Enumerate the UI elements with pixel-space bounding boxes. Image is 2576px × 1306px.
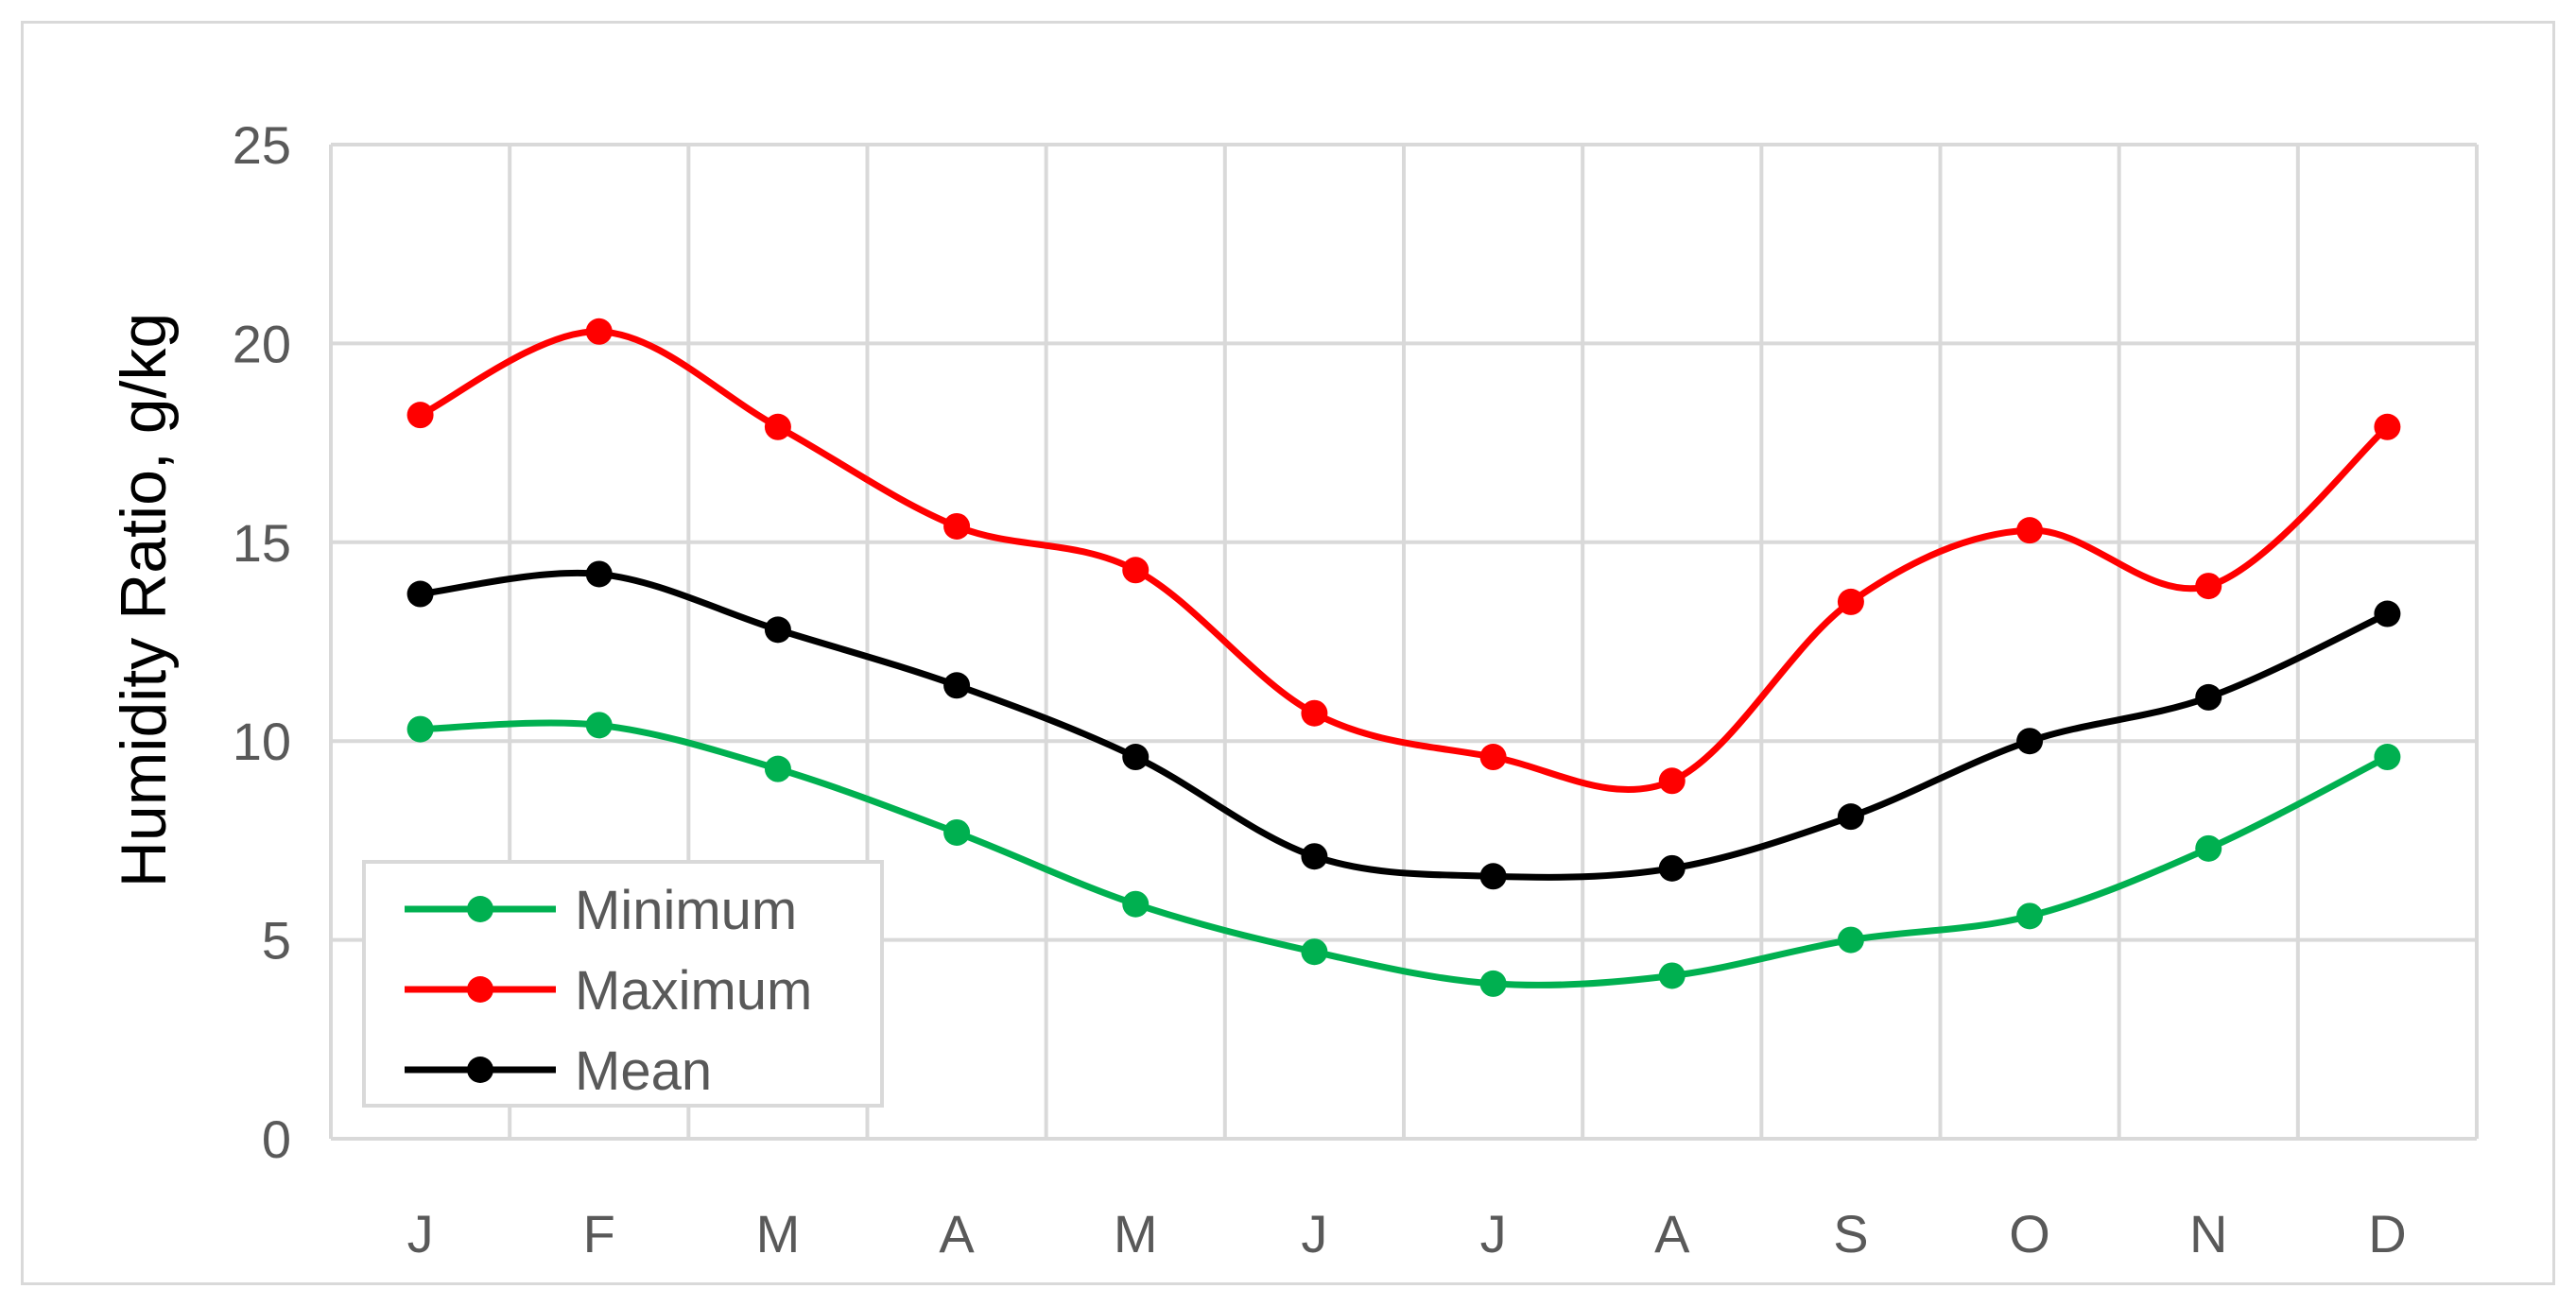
data-point-mean bbox=[1122, 744, 1150, 771]
x-tick-label: O bbox=[2009, 1204, 2050, 1263]
x-tick-label: S bbox=[1833, 1204, 1868, 1263]
data-point-mean bbox=[1479, 863, 1507, 890]
x-tick-label: D bbox=[2368, 1204, 2406, 1263]
legend-label-minimum: Minimum bbox=[575, 880, 797, 941]
data-point-maximum bbox=[943, 512, 971, 540]
data-point-maximum bbox=[2374, 413, 2401, 440]
data-point-mean bbox=[585, 560, 613, 588]
data-point-minimum bbox=[1479, 970, 1507, 997]
legend-label-mean: Mean bbox=[575, 1040, 712, 1102]
y-tick-label: 0 bbox=[262, 1109, 291, 1169]
series-mean bbox=[406, 560, 2401, 890]
data-point-maximum bbox=[764, 413, 791, 440]
data-point-minimum bbox=[1658, 962, 1686, 989]
x-tick-label: F bbox=[583, 1204, 615, 1263]
data-point-maximum bbox=[406, 402, 434, 429]
data-point-minimum bbox=[1837, 926, 1864, 954]
data-point-mean bbox=[406, 580, 434, 608]
y-tick-label: 25 bbox=[233, 115, 291, 175]
x-tick-label: A bbox=[939, 1204, 975, 1263]
data-point-maximum bbox=[585, 318, 613, 345]
series-line-minimum bbox=[417, 719, 2391, 988]
data-point-mean bbox=[1837, 803, 1864, 831]
data-point-mean bbox=[2016, 728, 2044, 755]
data-point-mean bbox=[1301, 843, 1328, 870]
y-tick-label: 15 bbox=[233, 513, 291, 573]
data-point-maximum bbox=[1122, 557, 1150, 584]
series-minimum bbox=[406, 712, 2401, 997]
data-point-maximum bbox=[1301, 699, 1328, 727]
data-point-minimum bbox=[406, 715, 434, 743]
data-point-mean bbox=[2374, 600, 2401, 627]
data-point-minimum bbox=[1122, 890, 1150, 918]
x-tick-label: J bbox=[1480, 1204, 1507, 1263]
data-point-minimum bbox=[764, 755, 791, 782]
y-axis-label: Humidity Ratio, g/kg bbox=[108, 313, 180, 887]
legend-label-maximum: Maximum bbox=[575, 960, 812, 1022]
series-line-maximum bbox=[417, 328, 2391, 793]
y-tick-label: 5 bbox=[262, 911, 291, 971]
x-tick-label: M bbox=[1114, 1204, 1158, 1263]
y-tick-label: 10 bbox=[233, 712, 291, 771]
series-maximum bbox=[406, 318, 2401, 795]
data-point-maximum bbox=[2016, 517, 2044, 544]
legend-marker-maximum bbox=[467, 976, 493, 1003]
x-tick-label: J bbox=[1301, 1204, 1327, 1263]
data-point-mean bbox=[1658, 854, 1686, 882]
data-point-minimum bbox=[1301, 938, 1328, 966]
y-tick-label: 20 bbox=[233, 314, 291, 373]
data-point-maximum bbox=[2195, 573, 2222, 600]
data-point-mean bbox=[764, 616, 791, 644]
legend-marker-minimum bbox=[467, 896, 493, 922]
data-point-maximum bbox=[1658, 767, 1686, 795]
data-point-mean bbox=[943, 672, 971, 699]
series-lines bbox=[406, 318, 2401, 997]
data-point-minimum bbox=[585, 712, 613, 739]
x-tick-label: J bbox=[407, 1204, 434, 1263]
x-tick-label: A bbox=[1654, 1204, 1690, 1263]
x-tick-label: N bbox=[2189, 1204, 2227, 1263]
legend: Minimum Maximum Mean bbox=[362, 860, 884, 1108]
data-point-maximum bbox=[1479, 744, 1507, 771]
legend-box bbox=[362, 860, 884, 1108]
data-point-minimum bbox=[2016, 902, 2044, 930]
data-point-mean bbox=[2195, 683, 2222, 711]
legend-marker-mean bbox=[467, 1057, 493, 1083]
series-line-mean bbox=[417, 569, 2391, 881]
data-point-minimum bbox=[943, 818, 971, 846]
data-point-minimum bbox=[2195, 834, 2222, 862]
data-point-maximum bbox=[1837, 588, 1864, 615]
tick-labels: 0 5 10 15 20 25 J F M A M J J A S O N D bbox=[233, 115, 2407, 1263]
x-tick-label: M bbox=[756, 1204, 801, 1263]
data-point-minimum bbox=[2374, 744, 2401, 771]
